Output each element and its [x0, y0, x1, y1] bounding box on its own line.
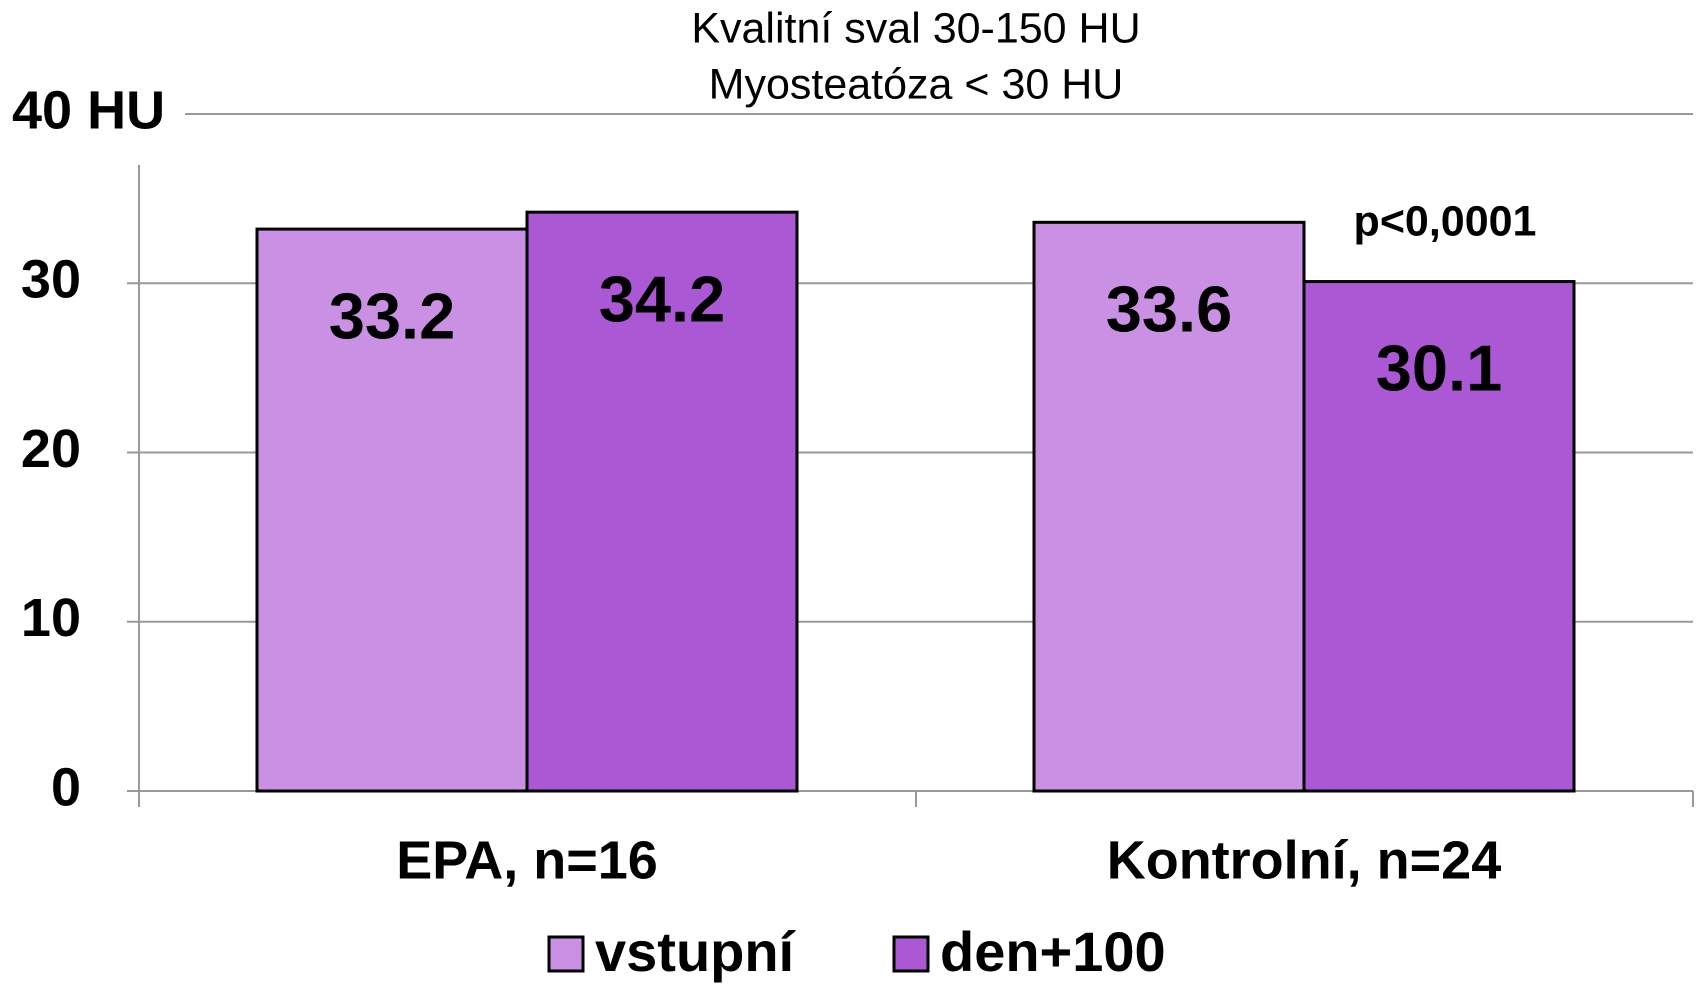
value-label: 33.2 — [329, 279, 456, 352]
legend-label: vstupní — [595, 920, 797, 983]
legend-swatch — [894, 937, 928, 971]
y-tick-label: 0 — [51, 757, 81, 817]
y-tick-label: 30 — [21, 250, 81, 310]
y-tick-label: 10 — [21, 588, 81, 648]
legend-label: den+100 — [940, 920, 1166, 983]
value-label: 33.6 — [1106, 272, 1233, 345]
annotation: p<0,0001 — [1354, 197, 1537, 245]
page: {"chart_data": {"type": "bar", "subtitle… — [0, 0, 1700, 989]
x-tick-label: Kontrolní, n=24 — [1107, 830, 1502, 890]
value-label: 34.2 — [599, 262, 726, 335]
value-label: 30.1 — [1376, 332, 1503, 405]
y-tick-label: 40 HU — [12, 80, 165, 140]
subtitle: Kvalitní sval 30-150 HU — [691, 4, 1140, 52]
y-tick-label: 20 — [21, 419, 81, 479]
subtitle: Myosteatóza < 30 HU — [709, 60, 1124, 108]
x-tick-label: EPA, n=16 — [396, 830, 658, 890]
legend-swatch — [549, 937, 583, 971]
chart: Kvalitní sval 30-150 HU Myosteatóza < 30… — [0, 0, 1700, 989]
